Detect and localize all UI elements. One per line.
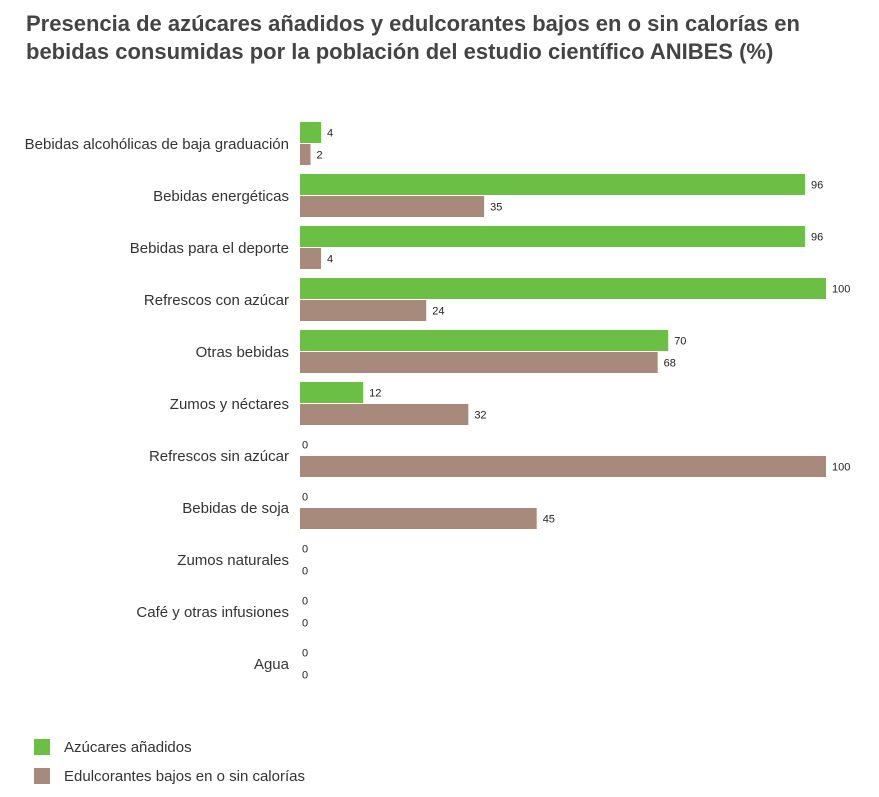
- title-line-2-rest: consumidas por la población del estudio …: [109, 39, 774, 64]
- data-label: 2: [317, 149, 323, 161]
- bar-azucares: [300, 382, 364, 403]
- data-label: 100: [832, 461, 850, 473]
- bar-edulcorantes: [300, 196, 485, 217]
- bar-edulcorantes: [300, 404, 469, 425]
- data-label: 0: [302, 491, 308, 503]
- legend: Azúcares añadidos Edulcorantes bajos en …: [34, 736, 305, 794]
- data-label: 4: [327, 253, 333, 265]
- bar-azucares: [300, 278, 826, 299]
- legend-swatch-edulcorantes: [34, 768, 50, 784]
- data-label: 68: [664, 357, 676, 369]
- data-label: 0: [302, 439, 308, 451]
- bar-edulcorantes: [300, 144, 311, 165]
- bar-azucares: [300, 122, 322, 143]
- legend-label-edulcorantes: Edulcorantes bajos en o sin calorías: [64, 767, 305, 785]
- legend-item-edulcorantes: Edulcorantes bajos en o sin calorías: [34, 765, 305, 787]
- legend-swatch-azucares: [34, 739, 50, 755]
- bar-edulcorantes: [300, 248, 322, 269]
- data-label: 70: [674, 335, 686, 347]
- category-label: Refrescos sin azúcar: [149, 448, 289, 465]
- bar-edulcorantes: [300, 300, 427, 321]
- legend-label-azucares: Azúcares añadidos: [64, 738, 192, 756]
- bar-azucares: [300, 174, 805, 195]
- bar-edulcorantes: [300, 352, 658, 373]
- data-label: 32: [474, 409, 486, 421]
- legend-item-azucares: Azúcares añadidos: [34, 736, 305, 758]
- title-line-2: bebidas consumidas por la población del …: [26, 39, 773, 64]
- data-label: 35: [490, 201, 502, 213]
- data-label: 96: [811, 231, 823, 243]
- category-label: Bebidas de soja: [182, 500, 289, 517]
- category-label: Zumos naturales: [177, 552, 289, 569]
- category-label: Bebidas alcohólicas de baja graduación: [25, 136, 289, 153]
- category-label: Bebidas energéticas: [153, 188, 289, 205]
- data-label: 0: [302, 647, 308, 659]
- data-label: 12: [369, 387, 381, 399]
- data-label: 100: [832, 283, 850, 295]
- data-label: 96: [811, 179, 823, 191]
- data-label: 0: [302, 565, 308, 577]
- data-label: 0: [302, 617, 308, 629]
- data-label: 0: [302, 543, 308, 555]
- bar-chart: Bebidas alcohólicas de baja graduación42…: [25, 122, 850, 681]
- bar-edulcorantes: [300, 456, 826, 477]
- bar-azucares: [300, 226, 805, 247]
- category-label: Refrescos con azúcar: [144, 292, 289, 309]
- title-bold-word: bebidas: [26, 39, 110, 64]
- category-label: Otras bebidas: [196, 344, 289, 361]
- bar-edulcorantes: [300, 508, 537, 529]
- data-label: 45: [543, 513, 555, 525]
- category-label: Agua: [254, 656, 290, 673]
- data-label: 24: [432, 305, 444, 317]
- category-label: Zumos y néctares: [170, 396, 289, 413]
- title-line-1: Presencia de azúcares añadidos y edulcor…: [26, 11, 800, 36]
- category-label: Café y otras infusiones: [136, 604, 289, 621]
- chart-title: Presencia de azúcares añadidos y edulcor…: [26, 10, 866, 66]
- data-label: 0: [302, 669, 308, 681]
- bar-azucares: [300, 330, 669, 351]
- data-label: 4: [327, 127, 333, 139]
- data-label: 0: [302, 595, 308, 607]
- category-label: Bebidas para el deporte: [130, 240, 289, 257]
